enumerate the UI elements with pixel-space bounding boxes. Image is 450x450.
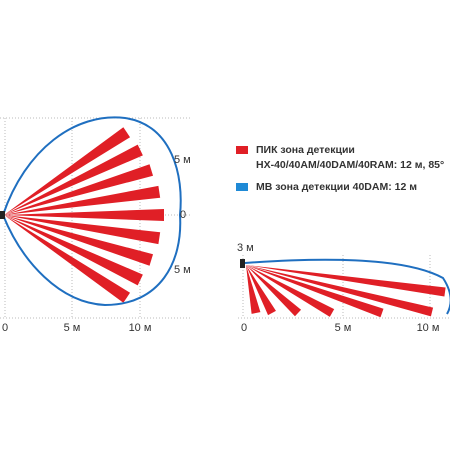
beam: [246, 265, 434, 317]
x-label: 5 м: [335, 322, 352, 334]
x-label: 10 м: [129, 322, 152, 334]
x-label: 10 м: [417, 322, 440, 334]
x-label: 5 м: [64, 322, 81, 334]
beam: [4, 215, 131, 303]
beam: [246, 265, 276, 316]
y-label: 5 м: [174, 154, 191, 166]
mw-zone-top: [1, 116, 182, 307]
beam: [246, 265, 335, 317]
pir-beams-top: [4, 127, 164, 303]
beam: [4, 215, 161, 245]
beam: [246, 265, 261, 314]
beam: [246, 265, 384, 318]
beam: [4, 164, 154, 215]
height-label: 3 м: [237, 242, 254, 254]
x-label: 0: [241, 322, 247, 334]
mw-zone-side: [244, 258, 450, 315]
beam: [246, 265, 302, 317]
beam: [4, 215, 143, 286]
beam: [4, 127, 131, 215]
grid: [0, 117, 450, 319]
beam: [4, 144, 143, 215]
beam: [4, 185, 161, 215]
sensor: [0, 211, 5, 219]
sensor: [240, 259, 245, 268]
y-label: 5 м: [174, 264, 191, 276]
x-label: 0: [2, 322, 8, 334]
pir-beams-side: [246, 265, 446, 318]
beam: [4, 215, 154, 266]
legend-text: ПИК зона детекции: [256, 144, 355, 156]
legend-text: МВ зона детекции 40DAM: 12 м: [256, 181, 417, 193]
legend-text: HX-40/40AM/40DAM/40RAM: 12 м, 85°: [256, 159, 444, 171]
beam: [246, 265, 446, 297]
y-label: 0: [180, 209, 186, 221]
legend-swatch: [236, 146, 248, 154]
legend-swatch: [236, 183, 248, 191]
beam: [4, 209, 164, 221]
